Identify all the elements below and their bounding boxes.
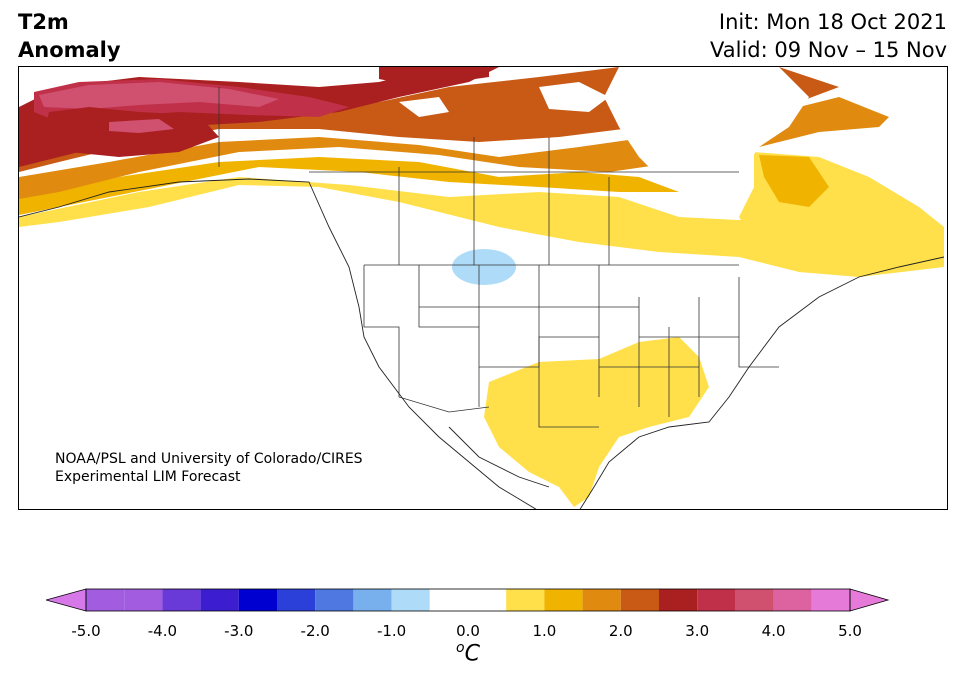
cool-anomaly-patch [452,249,516,285]
colorbar-bin-4 [238,589,277,611]
colorbar-bins [86,589,850,611]
credit-text: NOAA/PSL and University of Colorado/CIRE… [55,450,363,486]
arctic-island-1 [539,82,609,112]
colorbar-extend-high [849,588,890,612]
colorbar-bin-5 [277,589,316,611]
coastlines [19,178,945,509]
colorbar-bin-3 [200,589,239,611]
colorbar-bin-7 [353,589,392,611]
credit-line-2: Experimental LIM Forecast [55,469,241,485]
anomaly-band-10-east [759,155,829,207]
colorbar-outline [85,588,851,612]
unit-letter: C [464,641,480,667]
colorbar-tick-label: -3.0 [224,622,254,640]
colorbar-extend-low [46,588,87,612]
anomaly-core-pink [109,119,174,133]
colorbar-tick-label: -4.0 [147,622,178,640]
colorbar-bin-12 [582,589,621,611]
date-info: Init: Mon 18 Oct 2021 Valid: 09 Nov – 15… [710,8,947,64]
colorbar-bin-17 [773,589,812,611]
colorbar-tick-label: -5.0 [71,622,101,640]
map-canvas [19,67,945,509]
anomaly-band-05 [19,177,944,277]
colorbar-tick-label: -1.0 [376,622,407,640]
title-line-2: Anomaly [18,38,121,62]
colorbar-tick-label: 2.0 [608,622,633,640]
colorbar-bin-13 [620,589,659,611]
colorbar-tick-label: 3.0 [685,622,710,640]
init-date: Init: Mon 18 Oct 2021 [718,10,947,34]
anomaly-band-25-b [379,67,489,87]
colorbar-tick-label: 4.0 [761,622,786,640]
anomaly-band-05-south [484,337,709,507]
credit-line-1: NOAA/PSL and University of Colorado/CIRE… [55,451,363,467]
political-borders [218,87,779,428]
colorbar-tick-label: 0.0 [456,622,480,640]
colorbar-bin-9 [429,589,507,611]
greenland [604,67,809,197]
title-line-1: T2m [18,10,69,34]
colorbar-tick-label: 1.0 [532,622,557,640]
valid-range: Valid: 09 Nov – 15 Nov [710,38,947,62]
colorbar [46,588,890,612]
anomaly-band-10 [19,157,679,215]
arctic-island-2 [399,97,449,117]
map-title: T2m Anomaly [18,8,121,64]
colorbar-bin-8 [391,589,430,611]
colorbar-bin-6 [315,589,354,611]
colorbar-bin-1 [124,589,163,611]
colorbar-bin-15 [697,589,736,611]
colorbar-bin-2 [162,589,201,611]
colorbar-bin-18 [811,589,850,611]
colorbar-tick-label: 5.0 [838,622,862,640]
colorbar-bin-0 [86,589,125,611]
colorbar-bin-14 [659,589,698,611]
colorbar-bin-11 [544,589,583,611]
unit-superscript: o [456,640,465,656]
colorbar-unit: oC [456,640,480,666]
colorbar-bin-10 [506,589,545,611]
anomaly-map [18,66,948,510]
colorbar-tick-label: -2.0 [300,622,330,640]
colorbar-bin-16 [735,589,774,611]
